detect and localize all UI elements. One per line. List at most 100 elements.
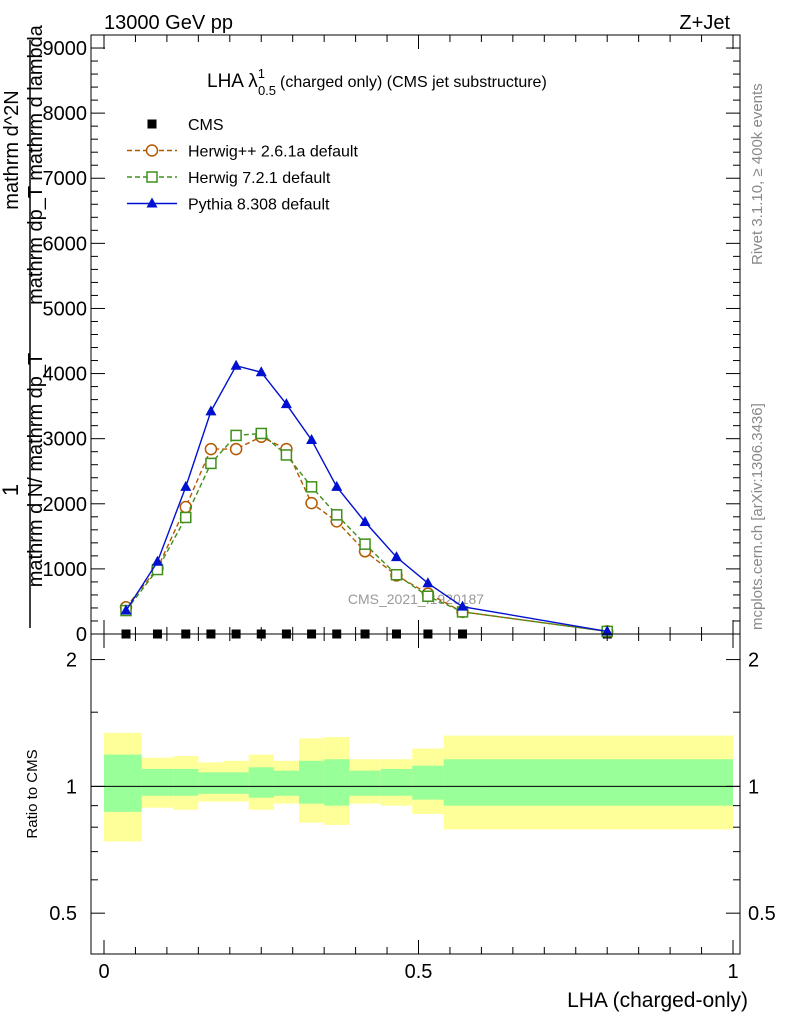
main-yticks: 0 1000 2000 3000 4000 5000 6000 7000 8000 9000 — [43, 38, 740, 646]
legend: CMS Herwig++ 2.6.1a default Herwig 7.2.1 d… — [127, 117, 358, 214]
main-ytick-label: 8000 — [43, 103, 88, 125]
chart-title: LHA λ1 0.5 (charged only) (CMS jet substru… — [207, 66, 547, 98]
legend-marker — [146, 197, 158, 208]
data-point — [359, 538, 371, 550]
series-3 — [120, 359, 613, 636]
ratio-xticks: 0 0.5 1 — [98, 634, 739, 983]
legend-marker — [147, 119, 157, 129]
band-1sigma — [380, 768, 413, 796]
main-ylabel: mathrm d^2N mathrm dp_T mathrm d lambda … — [0, 24, 47, 628]
ratio-ytick-label-right: 1 — [748, 776, 759, 798]
legend-entry: Pythia 8.308 default — [127, 197, 330, 214]
main-ytick-label: 5000 — [43, 298, 88, 320]
legend-label: Herwig 7.2.1 default — [188, 170, 331, 187]
ratio-ytick-label-right: 0.5 — [748, 903, 776, 925]
legend-label: Pythia 8.308 default — [188, 197, 330, 214]
series-line — [125, 432, 608, 633]
data-point — [331, 480, 343, 491]
band-1sigma — [443, 759, 482, 806]
main-panel: 0 1000 2000 3000 4000 5000 6000 7000 8000 9000 CM… — [0, 24, 741, 646]
main-ytick-label: 7000 — [43, 168, 88, 190]
data-point — [230, 359, 242, 370]
chart-title-sub: 0.5 — [258, 83, 276, 98]
band-1sigma — [349, 770, 381, 796]
data-point — [230, 429, 242, 442]
chart-title-main: LHA λ — [207, 71, 258, 92]
side-label-rivet: Rivet 3.1.10, ≥ 400k events — [749, 83, 766, 265]
data-point — [120, 604, 132, 615]
legend-marker — [145, 144, 159, 157]
legend-entry: CMS — [147, 117, 224, 134]
band-1sigma — [173, 768, 199, 796]
ratio-ylabel: Ratio to CMS — [24, 749, 41, 838]
data-point — [390, 569, 403, 581]
ratio-xtick-label: 0.5 — [405, 961, 433, 983]
ratio-xtick-label: 0 — [98, 961, 109, 983]
main-ylabel-num-bottom: mathrm dp_T mathrm d lambda — [25, 24, 47, 305]
data-point — [422, 577, 434, 588]
data-point — [305, 496, 318, 510]
data-point — [280, 449, 293, 461]
data-point — [601, 625, 613, 636]
data-point — [359, 516, 371, 527]
ratio-ytick-label: 1 — [66, 776, 77, 798]
legend-entry: Herwig++ 2.6.1a default — [127, 144, 358, 161]
main-ytick-label: 3000 — [43, 429, 88, 451]
side-label-mcplots: mcplots.cern.ch [arXiv:1306.3436] — [749, 403, 766, 630]
band-1sigma — [412, 765, 444, 800]
band-1sigma — [273, 770, 299, 796]
main-xticks — [103, 35, 734, 634]
data-point — [180, 480, 192, 491]
legend-label: Herwig++ 2.6.1a default — [188, 144, 358, 161]
main-ylabel-numer: mathrm d^2N — [1, 90, 23, 209]
ratio-frame — [90, 633, 741, 955]
legend-label: CMS — [188, 117, 224, 134]
ratio-ytick-label: 2 — [66, 650, 77, 672]
x-axis-label: LHA (charged-only) — [567, 989, 748, 1012]
ratio-bands — [104, 732, 733, 842]
data-point — [151, 555, 163, 566]
data-point — [330, 509, 343, 521]
data-point — [306, 433, 318, 444]
band-1sigma — [223, 772, 249, 794]
data-point — [255, 427, 267, 440]
data-point — [180, 511, 192, 524]
band-1sigma — [104, 754, 142, 812]
ratio-ytick-label: 0.5 — [49, 903, 77, 925]
legend-marker — [146, 171, 158, 183]
ratio-xtick-label: 1 — [727, 961, 738, 983]
main-ytick-label: 6000 — [43, 233, 88, 255]
band-1sigma — [481, 759, 733, 806]
main-ytick-label: 9000 — [43, 38, 88, 60]
data-point — [179, 500, 193, 514]
data-point — [205, 457, 217, 470]
series-line — [125, 364, 608, 633]
ratio-ytick-label-right: 2 — [748, 650, 759, 672]
band-1sigma — [141, 768, 174, 796]
data-point — [422, 590, 434, 602]
main-ylabel-one: 1 — [0, 484, 23, 496]
series-line — [125, 435, 608, 633]
band-1sigma — [198, 772, 224, 794]
data-point — [204, 442, 218, 456]
watermark: CMS_2021_I1920187 — [348, 591, 484, 607]
header-process: Z+Jet — [679, 12, 730, 34]
header-energy: 13000 GeV pp — [104, 12, 233, 34]
data-point — [280, 398, 292, 409]
data-point — [205, 405, 217, 416]
ratio-yticks: 0.5 0.5 1 1 2 2 — [49, 650, 776, 926]
data-point — [390, 551, 402, 562]
data-point — [457, 600, 469, 611]
band-1sigma — [298, 760, 325, 804]
main-ylabel-denom: mathrm d N/ mathrm dp_T — [25, 353, 47, 588]
main-ytick-label: 0 — [76, 624, 87, 646]
band-1sigma — [248, 767, 274, 798]
data-point — [305, 481, 318, 493]
chart-title-rest: (charged only) (CMS jet substructure) — [280, 74, 547, 91]
data-point — [229, 442, 243, 456]
main-ytick-label: 2000 — [43, 494, 88, 516]
band-1sigma — [324, 759, 350, 806]
ratio-panel: 0.5 0.51 12 2 0 0.5 1 Ratio to CMS LHA (charg… — [24, 633, 776, 1012]
main-ytick-label: 4000 — [43, 364, 88, 386]
